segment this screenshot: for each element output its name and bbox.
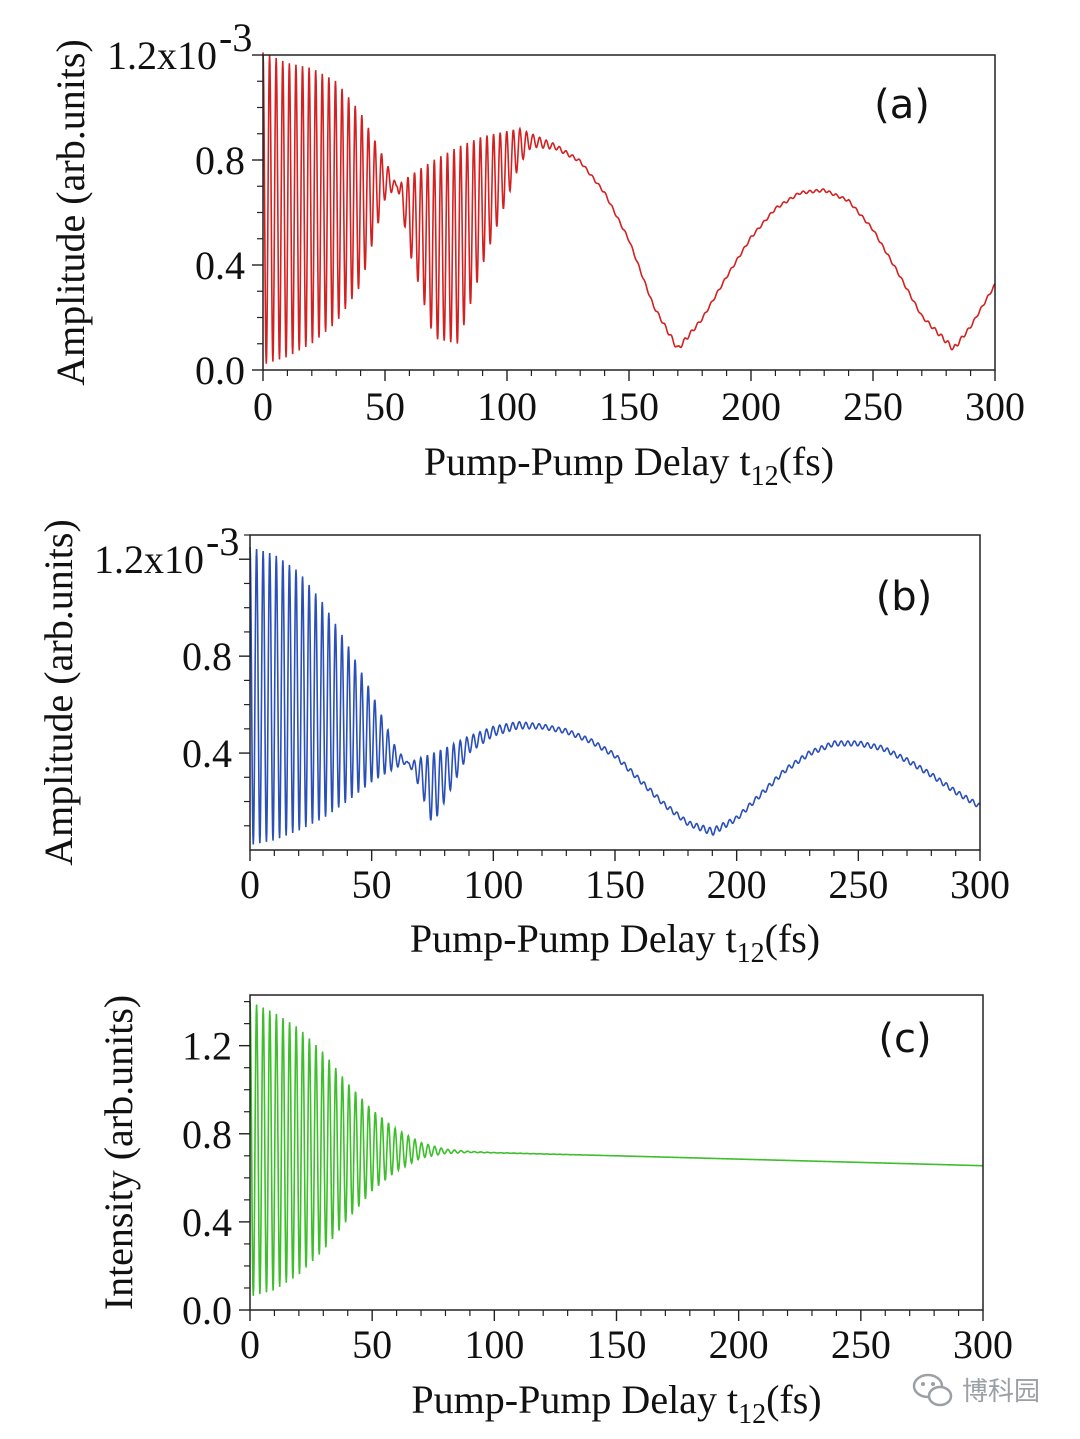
series-line bbox=[249, 1001, 984, 1296]
panel-label: (c) bbox=[878, 1016, 931, 1062]
y-tick-label: 0.0 bbox=[195, 348, 245, 393]
x-tick-label: 300 bbox=[950, 862, 1010, 907]
y-tick-label: 1.2x10 bbox=[94, 537, 204, 582]
x-axis-label: Pump-Pump Delay t12(fs) bbox=[424, 439, 834, 492]
y-tick-exponent: -3 bbox=[206, 519, 239, 564]
y-tick-label: 0.8 bbox=[182, 634, 232, 679]
y-tick-exponent: -3 bbox=[219, 15, 252, 60]
panel-b: 0 50 100 150 200 250 300 0.4 0.8 1.2x10 -3 Pump-Pum… bbox=[36, 519, 1010, 969]
x-tick-label: 100 bbox=[477, 384, 537, 429]
x-tick-label: 150 bbox=[599, 384, 659, 429]
y-tick-label: 1.2 bbox=[182, 1024, 232, 1069]
x-tick-label: 250 bbox=[831, 1322, 891, 1367]
y-axis-label: Intensity (arb.units) bbox=[96, 995, 141, 1311]
x-tick-label: 50 bbox=[352, 1322, 392, 1367]
x-tick-label: 0 bbox=[240, 862, 260, 907]
plot-frame bbox=[249, 534, 981, 851]
wechat-icon bbox=[912, 1373, 953, 1407]
watermark: 博科园 bbox=[912, 1373, 1040, 1407]
series-line bbox=[262, 52, 996, 364]
y-tick-label: 0.4 bbox=[182, 731, 232, 776]
y-axis-label: Amplitude (arb.units) bbox=[36, 519, 81, 866]
y-tick-label: 0.4 bbox=[195, 243, 245, 288]
x-tick-label: 200 bbox=[709, 1322, 769, 1367]
x-tick-label: 150 bbox=[587, 1322, 647, 1367]
x-axis-label: Pump-Pump Delay t12(fs) bbox=[411, 1377, 821, 1430]
panel-c: 0 50 100 150 200 250 300 0.0 0.4 0.8 1.2 Pump-Pump … bbox=[96, 994, 1013, 1430]
x-tick-label: 100 bbox=[464, 1322, 524, 1367]
x-tick-label: 200 bbox=[707, 862, 767, 907]
x-tick-label: 150 bbox=[585, 862, 645, 907]
y-tick-label: 1.2x10 bbox=[107, 33, 217, 78]
series-line bbox=[249, 547, 981, 845]
panel-a: 0 50 100 150 200 250 300 0.0 0.4 0.8 1.2x10 -3 Pump-… bbox=[48, 15, 1025, 492]
panel-label: (a) bbox=[874, 82, 930, 128]
panel-label: (b) bbox=[876, 574, 933, 620]
x-tick-label: 300 bbox=[953, 1322, 1013, 1367]
x-tick-label: 300 bbox=[965, 384, 1025, 429]
y-tick-label: 0.8 bbox=[182, 1112, 232, 1157]
x-tick-label: 50 bbox=[352, 862, 392, 907]
x-tick-label: 200 bbox=[721, 384, 781, 429]
x-tick-label: 100 bbox=[463, 862, 523, 907]
x-tick-label: 250 bbox=[828, 862, 888, 907]
y-tick-label: 0.8 bbox=[195, 138, 245, 183]
y-tick-label: 0.4 bbox=[182, 1200, 232, 1245]
x-axis-label: Pump-Pump Delay t12(fs) bbox=[410, 916, 820, 969]
y-axis-label: Amplitude (arb.units) bbox=[48, 39, 93, 386]
x-tick-label: 50 bbox=[365, 384, 405, 429]
x-tick-label: 0 bbox=[240, 1322, 260, 1367]
y-tick-label: 0.0 bbox=[182, 1288, 232, 1333]
watermark-text: 博科园 bbox=[962, 1377, 1040, 1407]
x-tick-label: 250 bbox=[843, 384, 903, 429]
x-tick-label: 0 bbox=[253, 384, 273, 429]
